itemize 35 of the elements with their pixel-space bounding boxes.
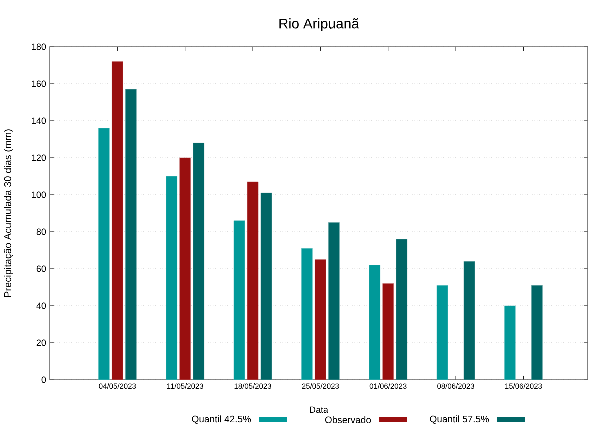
y-tick-label: 100 <box>32 192 46 198</box>
legend-label: Quantil 57.5% <box>430 416 490 424</box>
bar <box>396 239 408 380</box>
y-tick-label: 40 <box>36 302 46 310</box>
chart-title: Rio Aripuanã <box>280 18 360 32</box>
bar <box>382 284 394 380</box>
y-tick-label: 160 <box>32 80 46 88</box>
bar <box>504 306 516 380</box>
bar <box>315 260 326 380</box>
bar <box>464 261 476 380</box>
bar <box>260 192 272 380</box>
y-tick-label: 80 <box>36 228 46 236</box>
bar <box>193 143 204 380</box>
bar <box>302 248 313 380</box>
y-tick-label: 120 <box>32 154 46 162</box>
bar <box>166 176 178 380</box>
y-tick-label: 140 <box>32 118 46 124</box>
legend-label: Observado <box>325 416 372 424</box>
y-tick-label: 60 <box>36 266 46 272</box>
bar <box>126 89 137 380</box>
bar <box>112 62 124 380</box>
x-axis-title: Data <box>310 406 328 414</box>
legend-label: Quantil 42.5% <box>192 416 252 424</box>
bar <box>532 285 543 380</box>
bar <box>328 222 340 380</box>
bar <box>436 285 448 380</box>
y-axis-title: Precipitação Acumulada 30 dias (mm) <box>4 130 14 298</box>
bar <box>247 182 259 380</box>
bar <box>234 220 246 380</box>
y-tick-label: 0 <box>42 376 46 384</box>
bar <box>98 128 110 380</box>
bar <box>180 158 191 380</box>
bar <box>369 265 381 380</box>
y-tick-label: 20 <box>36 340 46 346</box>
y-tick-label: 180 <box>32 44 46 50</box>
